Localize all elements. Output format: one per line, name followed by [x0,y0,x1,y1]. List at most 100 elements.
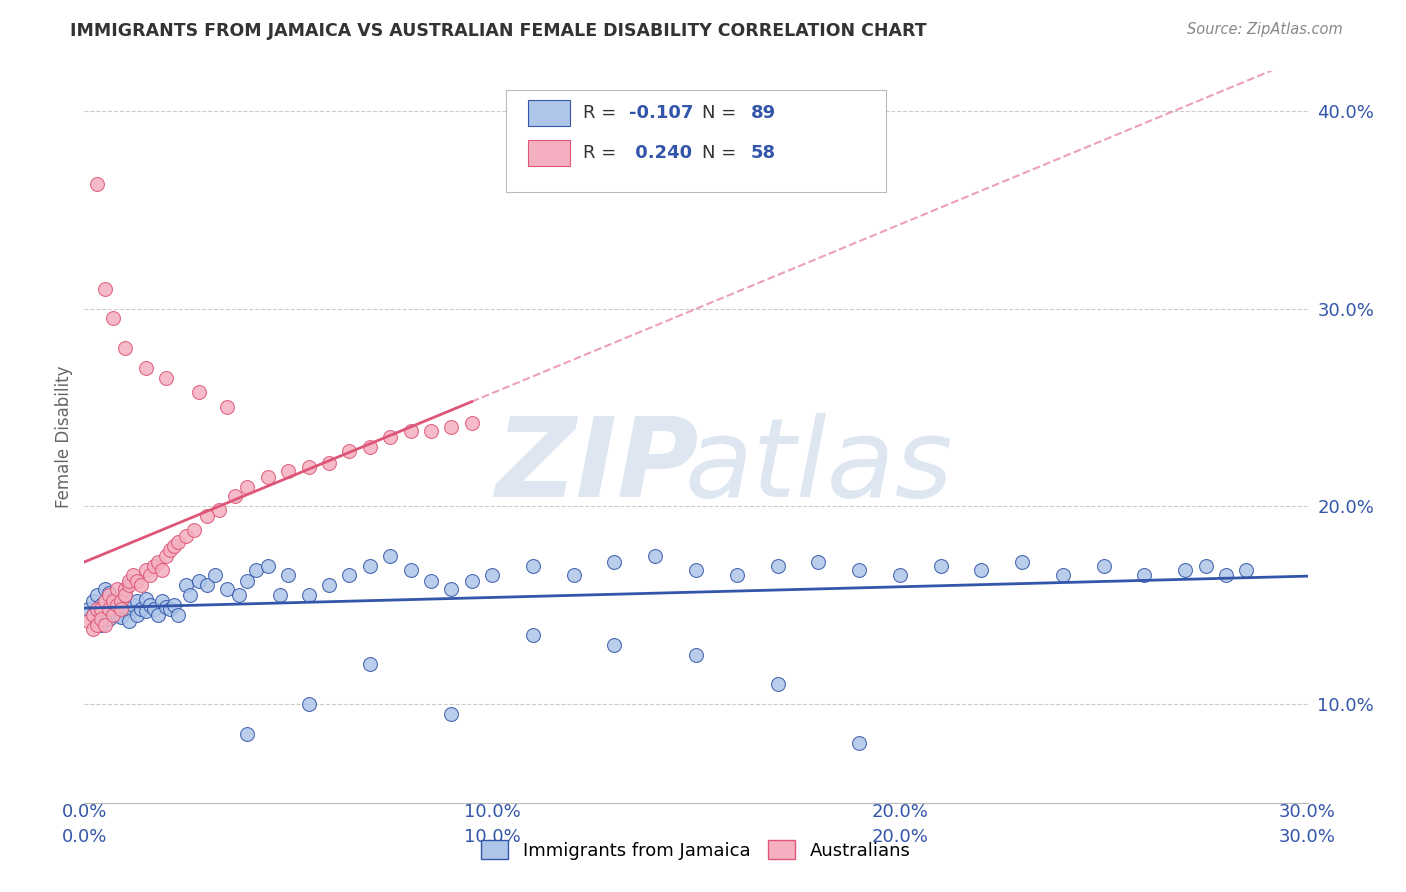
Point [318,578,340,592]
Legend: Immigrants from Jamaica, Australians: Immigrants from Jamaica, Australians [474,833,918,867]
Point [105,598,128,612]
Point [118,574,141,589]
Text: ZIP: ZIP [496,413,700,520]
Point [359,558,381,573]
Point [90,618,112,632]
Point [82,607,104,622]
Point [110,610,132,624]
Point [183,523,205,537]
Text: R =: R = [583,104,623,122]
Point [440,420,463,434]
Point [1052,568,1074,582]
Point [110,594,132,608]
Point [461,416,484,430]
Point [644,549,666,563]
FancyBboxPatch shape [529,100,569,127]
Point [122,568,145,582]
Point [1215,568,1237,582]
Point [685,562,707,576]
Point [440,582,463,597]
Point [380,430,402,444]
Point [118,578,141,592]
Point [929,558,952,573]
Text: N =: N = [702,104,742,122]
Point [114,588,136,602]
Text: N =: N = [702,145,742,162]
Point [204,568,226,582]
Point [228,588,250,602]
Text: IMMIGRANTS FROM JAMAICA VS AUSTRALIAN FEMALE DISABILITY CORRELATION CHART: IMMIGRANTS FROM JAMAICA VS AUSTRALIAN FE… [70,22,927,40]
Point [135,562,157,576]
Point [105,602,128,616]
Text: 20.0%: 20.0% [872,803,928,821]
Point [257,558,280,573]
Text: R =: R = [583,145,623,162]
Point [86,177,108,191]
Point [380,549,402,563]
Point [101,607,124,622]
Point [766,558,789,573]
Point [97,586,120,600]
Point [461,574,484,589]
Point [179,588,201,602]
Point [118,614,141,628]
Point [195,578,218,592]
Point [114,582,136,597]
Point [93,282,115,296]
Point [339,444,361,458]
Point [150,562,173,576]
Point [236,574,259,589]
Point [155,549,177,563]
Point [101,604,124,618]
Point [90,602,112,616]
Point [187,574,209,589]
Point [298,697,321,711]
Point [187,384,209,399]
Point [114,588,136,602]
Point [208,503,231,517]
Point [155,371,177,385]
Point [159,542,181,557]
Point [359,657,381,672]
Point [159,602,181,616]
Text: -0.107: -0.107 [628,104,693,122]
Point [603,555,626,569]
Point [114,600,136,615]
Point [93,594,115,608]
Point [86,588,108,602]
FancyBboxPatch shape [506,90,886,192]
Point [101,592,124,607]
Point [131,578,153,592]
Point [269,588,291,602]
Point [257,469,280,483]
Point [217,582,239,597]
Point [101,598,124,612]
Point [138,568,160,582]
Point [97,602,120,616]
Text: 10.0%: 10.0% [464,828,520,846]
Point [150,594,173,608]
Point [236,726,259,740]
Point [522,558,544,573]
Point [562,568,585,582]
Point [685,648,707,662]
Point [77,614,100,628]
Point [1011,555,1033,569]
Point [522,628,544,642]
Point [277,568,299,582]
Point [1092,558,1115,573]
Point [163,539,186,553]
Point [298,459,321,474]
Text: 10.0%: 10.0% [464,803,520,821]
Point [122,598,145,612]
Point [399,562,422,576]
Text: 58: 58 [751,145,776,162]
Text: 0.240: 0.240 [628,145,692,162]
FancyBboxPatch shape [529,140,569,167]
Point [174,529,197,543]
Point [399,424,422,438]
Point [131,602,153,616]
Point [97,588,120,602]
Y-axis label: Female Disability: Female Disability [55,366,73,508]
Point [105,582,128,597]
